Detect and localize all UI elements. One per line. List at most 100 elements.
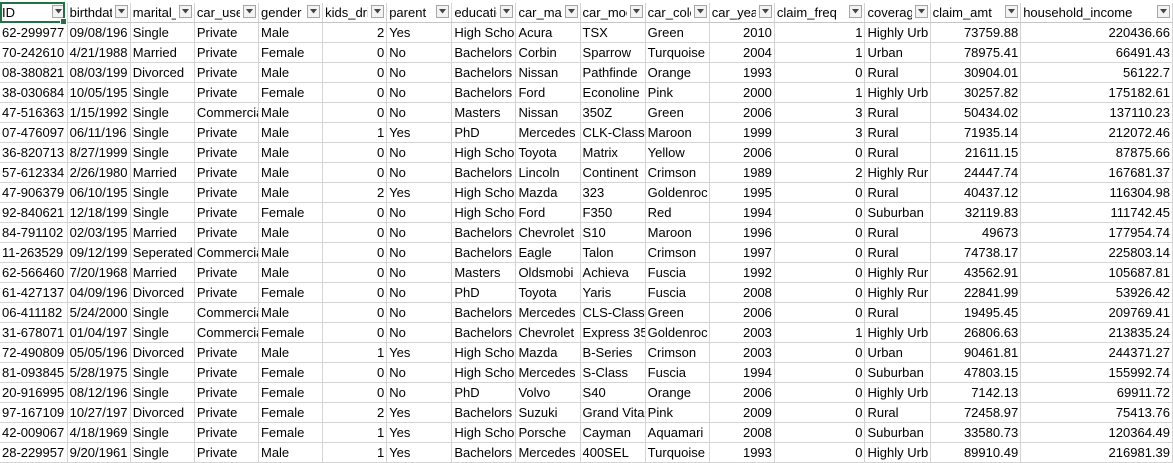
table-cell[interactable]: 111742.45 — [1020, 202, 1173, 223]
table-cell[interactable]: Porsche — [515, 422, 581, 443]
table-cell[interactable]: PhD — [451, 382, 517, 403]
table-cell[interactable]: 0 — [322, 302, 388, 323]
filter-dropdown-icon[interactable] — [914, 5, 928, 18]
table-cell[interactable]: High Scho — [451, 182, 517, 203]
table-cell[interactable]: 1 — [322, 422, 388, 443]
table-cell[interactable]: 61-427137 — [0, 282, 68, 303]
table-cell[interactable]: 2006 — [709, 382, 775, 403]
table-cell[interactable]: 72458.97 — [930, 402, 1022, 423]
table-cell[interactable]: 0 — [322, 382, 388, 403]
filter-dropdown-icon[interactable] — [436, 5, 450, 18]
table-cell[interactable]: 84-791102 — [0, 222, 68, 243]
table-cell[interactable]: No — [386, 102, 453, 123]
table-cell[interactable]: 47-516363 — [0, 102, 68, 123]
column-header[interactable]: education — [451, 3, 517, 23]
table-cell[interactable]: 56122.7 — [1020, 62, 1173, 83]
table-cell[interactable]: 36-820713 — [0, 142, 68, 163]
table-cell[interactable]: 33580.73 — [930, 422, 1022, 443]
table-cell[interactable]: 0 — [774, 142, 866, 163]
table-cell[interactable]: Yes — [386, 402, 453, 423]
table-cell[interactable]: Single — [130, 102, 195, 123]
column-header[interactable]: kids_driving — [322, 3, 388, 23]
column-header[interactable]: claim_amt — [930, 3, 1022, 23]
table-cell[interactable]: Married — [130, 162, 195, 183]
table-cell[interactable]: Pink — [645, 82, 710, 103]
table-cell[interactable]: 225803.14 — [1020, 242, 1173, 263]
table-cell[interactable]: Private — [194, 162, 259, 183]
table-cell[interactable]: Private — [194, 282, 259, 303]
table-cell[interactable]: 8/27/1999 — [67, 142, 131, 163]
table-cell[interactable]: 175182.61 — [1020, 82, 1173, 103]
table-cell[interactable]: Private — [194, 82, 259, 103]
table-cell[interactable]: 1 — [322, 442, 388, 463]
filter-dropdown-icon[interactable] — [693, 5, 707, 18]
table-cell[interactable]: 9/20/1961 — [67, 442, 131, 463]
table-cell[interactable]: 0 — [774, 362, 866, 383]
table-cell[interactable]: 5/28/1975 — [67, 362, 131, 383]
table-cell[interactable]: Divorced — [130, 282, 195, 303]
table-cell[interactable]: Female — [258, 42, 324, 63]
table-cell[interactable]: 155992.74 — [1020, 362, 1173, 383]
table-cell[interactable]: 1 — [774, 322, 866, 343]
table-cell[interactable]: Male — [258, 122, 324, 143]
table-cell[interactable]: Orange — [645, 382, 710, 403]
table-cell[interactable]: Turquoise — [645, 42, 710, 63]
table-cell[interactable]: 2010 — [709, 22, 775, 43]
table-cell[interactable]: 08/12/196 — [67, 382, 131, 403]
table-cell[interactable]: 220436.66 — [1020, 22, 1173, 43]
table-cell[interactable]: Commercia — [194, 102, 259, 123]
table-cell[interactable]: 1994 — [709, 362, 775, 383]
filter-dropdown-icon[interactable] — [307, 5, 321, 18]
table-cell[interactable]: No — [386, 302, 453, 323]
table-cell[interactable]: 1 — [322, 342, 388, 363]
table-cell[interactable]: Married — [130, 42, 195, 63]
table-cell[interactable]: Masters — [451, 262, 517, 283]
table-cell[interactable]: 30904.01 — [930, 62, 1022, 83]
column-header[interactable]: coverage_zone — [864, 3, 931, 23]
table-cell[interactable]: Female — [258, 82, 324, 103]
table-cell[interactable]: 06/11/196 — [67, 122, 131, 143]
table-cell[interactable]: PhD — [451, 122, 517, 143]
table-cell[interactable]: Chevrolet — [515, 322, 581, 343]
table-cell[interactable]: Female — [258, 282, 324, 303]
table-cell[interactable]: Highly Rur — [864, 262, 931, 283]
table-cell[interactable]: 73759.88 — [930, 22, 1022, 43]
table-cell[interactable]: Commercia — [194, 322, 259, 343]
table-cell[interactable]: High Scho — [451, 422, 517, 443]
table-cell[interactable]: Seperated — [130, 242, 195, 263]
table-cell[interactable]: Private — [194, 182, 259, 203]
table-cell[interactable]: No — [386, 142, 453, 163]
column-header[interactable]: car_model — [580, 3, 646, 23]
table-cell[interactable]: 1/15/1992 — [67, 102, 131, 123]
table-cell[interactable]: Econoline — [580, 82, 646, 103]
filter-dropdown-icon[interactable] — [1157, 5, 1170, 18]
table-cell[interactable]: No — [386, 162, 453, 183]
table-cell[interactable]: 92-840621 — [0, 202, 68, 223]
table-cell[interactable]: 0 — [322, 162, 388, 183]
table-cell[interactable]: Female — [258, 322, 324, 343]
table-cell[interactable]: 137110.23 — [1020, 102, 1173, 123]
table-cell[interactable]: Bachelors — [451, 302, 517, 323]
table-cell[interactable]: 62-299977 — [0, 22, 68, 43]
table-cell[interactable]: 0 — [322, 62, 388, 83]
table-cell[interactable]: F350 — [580, 202, 646, 223]
table-cell[interactable]: Male — [258, 262, 324, 283]
table-cell[interactable]: 0 — [322, 142, 388, 163]
table-cell[interactable]: Mercedes — [515, 302, 581, 323]
table-cell[interactable]: Suburban — [864, 362, 931, 383]
table-cell[interactable]: Male — [258, 302, 324, 323]
table-cell[interactable]: Volvo — [515, 382, 581, 403]
table-cell[interactable]: 97-167109 — [0, 402, 68, 423]
table-cell[interactable]: Single — [130, 362, 195, 383]
table-cell[interactable]: 1 — [774, 22, 866, 43]
table-cell[interactable]: 31-678071 — [0, 322, 68, 343]
table-cell[interactable]: CLK-Class — [580, 122, 646, 143]
table-cell[interactable]: 22841.99 — [930, 282, 1022, 303]
table-cell[interactable]: Crimson — [645, 342, 710, 363]
table-cell[interactable]: Divorced — [130, 342, 195, 363]
table-cell[interactable]: Acura — [515, 22, 581, 43]
table-cell[interactable]: Private — [194, 402, 259, 423]
table-cell[interactable]: 1989 — [709, 162, 775, 183]
table-cell[interactable]: 21611.15 — [930, 142, 1022, 163]
table-cell[interactable]: Eagle — [515, 242, 581, 263]
